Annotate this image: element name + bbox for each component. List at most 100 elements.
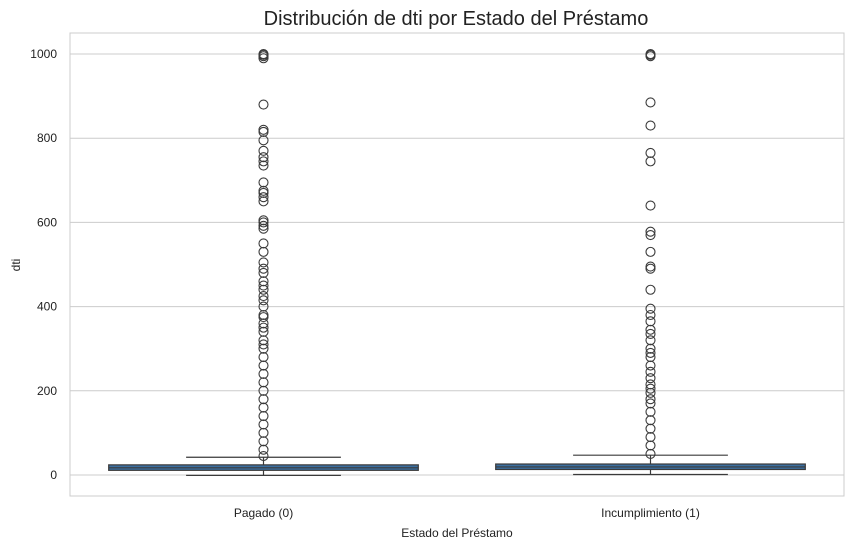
- outlier-point: [258, 385, 269, 396]
- outlier-point: [258, 360, 269, 371]
- outlier-point: [258, 335, 269, 346]
- outlier-point: [258, 156, 269, 167]
- outlier-point: [258, 196, 269, 207]
- outlier-point: [645, 261, 656, 272]
- outlier-point: [645, 398, 656, 409]
- outlier-point: [258, 377, 269, 388]
- outlier-point: [258, 215, 269, 226]
- outlier-layer: [258, 48, 656, 462]
- outlier-point: [258, 284, 269, 295]
- outlier-point: [258, 135, 269, 146]
- outlier-point: [258, 436, 269, 447]
- outlier-point: [645, 263, 656, 274]
- outlier-point: [645, 379, 656, 390]
- outlier-point: [258, 410, 269, 422]
- outlier-point: [645, 432, 656, 443]
- outlier-point: [258, 280, 269, 291]
- outlier-point: [258, 402, 269, 413]
- outlier-point: [645, 316, 656, 327]
- outlier-point: [258, 444, 269, 455]
- outlier-point: [258, 450, 269, 462]
- outlier-point: [258, 318, 269, 329]
- outlier-point: [258, 394, 269, 405]
- outlier-point: [645, 120, 656, 131]
- outlier-point: [645, 387, 656, 398]
- outlier-point: [645, 440, 656, 451]
- outlier-point: [645, 156, 656, 167]
- outlier-point: [645, 200, 656, 211]
- outlier-point: [645, 284, 656, 295]
- y-tick-label: 400: [37, 300, 57, 314]
- outlier-point: [645, 309, 656, 321]
- outlier-point: [258, 419, 269, 430]
- outlier-point: [258, 152, 269, 163]
- y-axis-label: dti: [9, 259, 23, 272]
- outlier-point: [258, 291, 269, 302]
- outlier-point: [645, 383, 656, 394]
- outlier-point: [645, 229, 656, 241]
- x-tick-label: Pagado (0): [234, 506, 293, 520]
- outlier-point: [645, 366, 656, 377]
- outlier-point: [258, 295, 269, 306]
- outlier-point: [645, 394, 656, 405]
- outlier-point: [258, 276, 269, 287]
- outlier-point: [645, 48, 656, 60]
- outlier-point: [258, 126, 269, 137]
- outlier-point: [645, 347, 656, 358]
- outlier-point: [645, 97, 656, 108]
- y-tick-label: 600: [37, 215, 57, 229]
- outlier-point: [645, 343, 656, 354]
- outlier-point: [258, 309, 269, 321]
- outlier-point: [258, 177, 269, 188]
- outlier-point: [258, 99, 269, 110]
- outlier-point: [645, 324, 656, 335]
- box-group: [108, 456, 419, 476]
- outlier-point: [258, 220, 269, 231]
- outlier-point: [258, 427, 269, 438]
- outlier-point: [258, 223, 269, 234]
- outlier-point: [258, 145, 269, 156]
- outlier-point: [645, 360, 656, 371]
- outlier-point: [645, 147, 656, 159]
- x-tick-label: Incumplimiento (1): [601, 506, 700, 520]
- y-tick-label: 0: [50, 468, 57, 482]
- outlier-point: [645, 246, 656, 257]
- chart-title: Distribución de dti por Estado del Prést…: [264, 8, 649, 30]
- outlier-point: [258, 368, 269, 379]
- outlier-point: [258, 322, 269, 333]
- outlier-point: [258, 185, 269, 196]
- outlier-point: [258, 48, 269, 60]
- outlier-point: [258, 343, 269, 354]
- tick-layer: 0 200 400 600 800 1000 Pagado (0) Incumplimient…: [30, 47, 700, 520]
- outlier-point: [258, 312, 269, 323]
- y-tick-label: 1000: [30, 47, 57, 61]
- outlier-point: [645, 406, 656, 417]
- outlier-point: [258, 352, 269, 363]
- outlier-point: [645, 335, 656, 346]
- outlier-point: [258, 246, 269, 257]
- plot-frame: [69, 32, 845, 497]
- outlier-point: [258, 301, 269, 312]
- x-axis-label: Estado del Préstamo: [401, 526, 513, 540]
- outlier-point: [258, 238, 269, 249]
- y-tick-label: 800: [37, 131, 57, 145]
- outlier-point: [645, 415, 656, 426]
- outlier-point: [258, 326, 269, 337]
- outlier-point: [645, 328, 656, 340]
- outlier-point: [258, 124, 269, 135]
- outlier-point: [258, 339, 269, 350]
- box-layer: [108, 454, 806, 476]
- box-group: [495, 454, 806, 476]
- outlier-point: [645, 352, 656, 363]
- outlier-point: [258, 160, 269, 171]
- y-tick-label: 200: [37, 384, 57, 398]
- outlier-point: [258, 267, 269, 278]
- outlier-point: [645, 448, 656, 459]
- grid-layer: [70, 53, 844, 476]
- outlier-point: [258, 192, 269, 203]
- outlier-point: [645, 423, 656, 434]
- outlier-point: [258, 257, 269, 268]
- outlier-point: [645, 303, 656, 314]
- outlier-point: [258, 263, 269, 274]
